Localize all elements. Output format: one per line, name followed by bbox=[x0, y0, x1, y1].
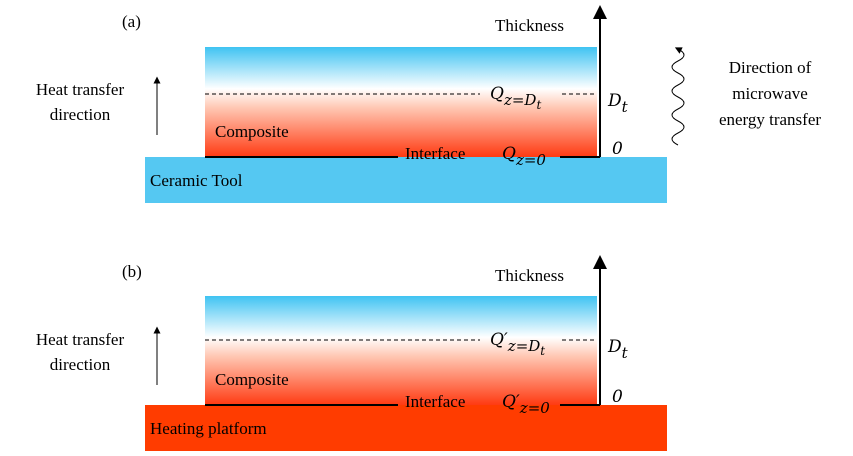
layer-label: Composite bbox=[215, 370, 289, 389]
panel-label: (b) bbox=[122, 262, 142, 281]
math-symbol: Q′ bbox=[502, 392, 520, 412]
math-sub: z=D bbox=[507, 337, 541, 355]
heat-label: direction bbox=[50, 105, 111, 124]
interface-label: Interface bbox=[405, 392, 465, 411]
zero-label: 0 bbox=[612, 387, 623, 407]
heat-label: direction bbox=[50, 355, 111, 374]
math-symbol: D bbox=[607, 91, 622, 111]
math-sub: z=0 bbox=[515, 151, 546, 169]
math-symbol: D bbox=[607, 337, 622, 357]
axis-label: Thickness bbox=[495, 266, 564, 285]
math-sub: t bbox=[622, 344, 629, 362]
math-subsub: t bbox=[536, 98, 541, 112]
microwave-label: Direction of bbox=[729, 58, 812, 77]
zero-label: 0 bbox=[612, 139, 623, 159]
d-label: Dt bbox=[607, 91, 629, 116]
math-sub: z=D bbox=[503, 91, 537, 109]
math-symbol: Q bbox=[502, 144, 516, 164]
heat-label: Heat transfer bbox=[36, 80, 125, 99]
panel-label: (a) bbox=[122, 12, 141, 31]
microwave-arrow bbox=[672, 49, 684, 145]
math-sub: t bbox=[622, 98, 629, 116]
base-label: Heating platform bbox=[150, 419, 267, 438]
math-symbol: Q′ bbox=[490, 330, 508, 350]
diagram: (a)Ceramic ToolInterfaceCompositeQz=DtQz… bbox=[0, 0, 853, 456]
math-subsub: t bbox=[540, 344, 545, 358]
axis-label: Thickness bbox=[495, 16, 564, 35]
interface-label: Interface bbox=[405, 144, 465, 163]
microwave-label: microwave bbox=[732, 84, 808, 103]
base-label: Ceramic Tool bbox=[150, 171, 243, 190]
layer-label: Composite bbox=[215, 122, 289, 141]
heat-label: Heat transfer bbox=[36, 330, 125, 349]
math-sub: z=0 bbox=[519, 399, 550, 417]
microwave-label: energy transfer bbox=[719, 110, 821, 129]
math-symbol: Q bbox=[490, 84, 504, 104]
d-label: Dt bbox=[607, 337, 629, 362]
